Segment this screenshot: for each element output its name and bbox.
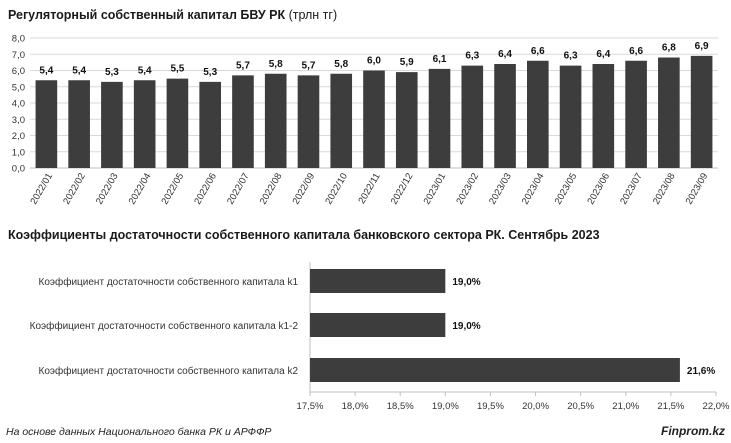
bar-value-label: 19,0%: [452, 277, 480, 288]
bar: [166, 78, 189, 168]
x-tick-label: 2022/11: [356, 171, 382, 206]
x-tick-label: 22,0%: [703, 401, 730, 412]
bar-value-label: 5,7: [302, 60, 316, 71]
bar: [461, 65, 484, 168]
bar: [363, 70, 385, 168]
bar-value-label: 6,4: [498, 49, 512, 60]
bar: [310, 358, 680, 382]
x-tick-label: 2022/01: [28, 171, 55, 206]
x-tick-label: 21,0%: [612, 401, 639, 412]
x-tick-label: 20,0%: [522, 401, 549, 412]
x-tick-label: 2022/09: [291, 171, 318, 206]
category-label: Коэффициент достаточности собственного к…: [39, 276, 299, 288]
x-tick-label: 2022/12: [389, 171, 416, 206]
bar: [625, 60, 647, 168]
bar: [526, 60, 549, 168]
x-tick-label: 2022/07: [225, 171, 252, 206]
x-tick-label: 19,5%: [477, 401, 504, 412]
bar-value-label: 5,4: [72, 65, 86, 76]
bar: [658, 57, 680, 168]
bar-value-label: 19,0%: [452, 321, 480, 332]
x-tick-label: 2023/09: [684, 171, 711, 206]
category-label: Коэффициент достаточности собственного к…: [30, 320, 299, 332]
bar-value-label: 5,9: [400, 57, 414, 68]
bar: [68, 80, 90, 168]
bar-value-label: 5,4: [138, 65, 152, 76]
bar: [428, 68, 451, 168]
bar-value-label: 5,7: [236, 60, 250, 71]
x-tick-label: 2022/06: [192, 171, 219, 206]
x-tick-label: 2023/06: [585, 171, 612, 206]
x-tick-label: 18,5%: [387, 401, 414, 412]
y-tick-label: 4,0: [12, 99, 25, 110]
bar: [310, 269, 446, 293]
bar-value-label: 6,1: [433, 54, 447, 65]
bar: [592, 64, 615, 168]
source-note: На основе данных Национального банка РК …: [6, 426, 272, 438]
x-tick-label: 20,5%: [567, 401, 594, 412]
bar-value-label: 6,9: [695, 41, 709, 52]
x-tick-label: 2023/08: [651, 171, 678, 206]
bar-value-label: 6,6: [629, 46, 643, 57]
bar: [297, 75, 320, 168]
chart1-title: Регуляторный собственный капитал БВУ РК …: [8, 8, 338, 22]
x-tick-label: 2022/02: [61, 171, 88, 206]
x-tick-label: 2022/03: [94, 171, 121, 206]
bar-value-label: 5,8: [334, 59, 348, 70]
x-tick-label: 2023/01: [422, 171, 449, 206]
x-tick-label: 2022/08: [258, 171, 285, 206]
bar: [101, 81, 123, 168]
bar: [232, 75, 254, 168]
bar: [264, 73, 287, 168]
bar-value-label: 5,8: [269, 59, 283, 70]
brand-logo-text: Finprom.kz: [660, 424, 725, 438]
category-label: Коэффициент достаточности собственного к…: [39, 365, 299, 377]
y-tick-label: 6,0: [12, 66, 25, 77]
bar: [395, 72, 418, 168]
y-tick-label: 3,0: [12, 115, 25, 126]
bar-value-label: 6,8: [662, 43, 676, 54]
bar: [330, 73, 353, 168]
bar-value-label: 6,6: [531, 46, 545, 57]
x-tick-label: 18,0%: [342, 401, 369, 412]
bar: [494, 64, 516, 168]
x-tick-label: 2023/03: [487, 171, 514, 206]
chart2-title: Коэффициенты достаточности собственного …: [8, 228, 600, 242]
bar-value-label: 6,3: [564, 51, 578, 62]
y-tick-label: 7,0: [12, 50, 25, 61]
y-tick-label: 1,0: [12, 147, 25, 158]
x-tick-label: 2022/04: [127, 171, 154, 206]
bar: [310, 313, 446, 337]
bar-value-label: 6,0: [367, 56, 381, 67]
y-tick-label: 8,0: [12, 34, 25, 45]
bar: [559, 65, 582, 168]
x-tick-label: 2023/04: [520, 171, 547, 206]
bar-value-label: 5,3: [203, 67, 217, 78]
x-tick-label: 21,5%: [657, 401, 684, 412]
x-tick-label: 2023/05: [553, 171, 580, 206]
bar-value-label: 5,3: [105, 67, 119, 78]
bar-value-label: 6,4: [596, 49, 610, 60]
x-tick-label: 2023/02: [454, 171, 481, 206]
bar-value-label: 5,5: [170, 64, 184, 75]
x-tick-label: 17,5%: [297, 401, 324, 412]
y-tick-label: 5,0: [12, 82, 25, 93]
bar: [690, 55, 713, 168]
bar: [35, 80, 58, 168]
bar: [133, 80, 156, 168]
bar-value-label: 21,6%: [687, 366, 715, 377]
bar-value-label: 6,3: [465, 51, 479, 62]
bar: [199, 81, 222, 168]
x-tick-label: 19,0%: [432, 401, 459, 412]
x-tick-label: 2022/05: [160, 171, 187, 206]
y-tick-label: 2,0: [12, 131, 25, 142]
x-tick-label: 2022/10: [323, 171, 350, 206]
x-tick-label: 2023/07: [618, 171, 645, 206]
y-tick-label: 0,0: [12, 164, 25, 175]
bar-value-label: 5,4: [39, 65, 53, 76]
